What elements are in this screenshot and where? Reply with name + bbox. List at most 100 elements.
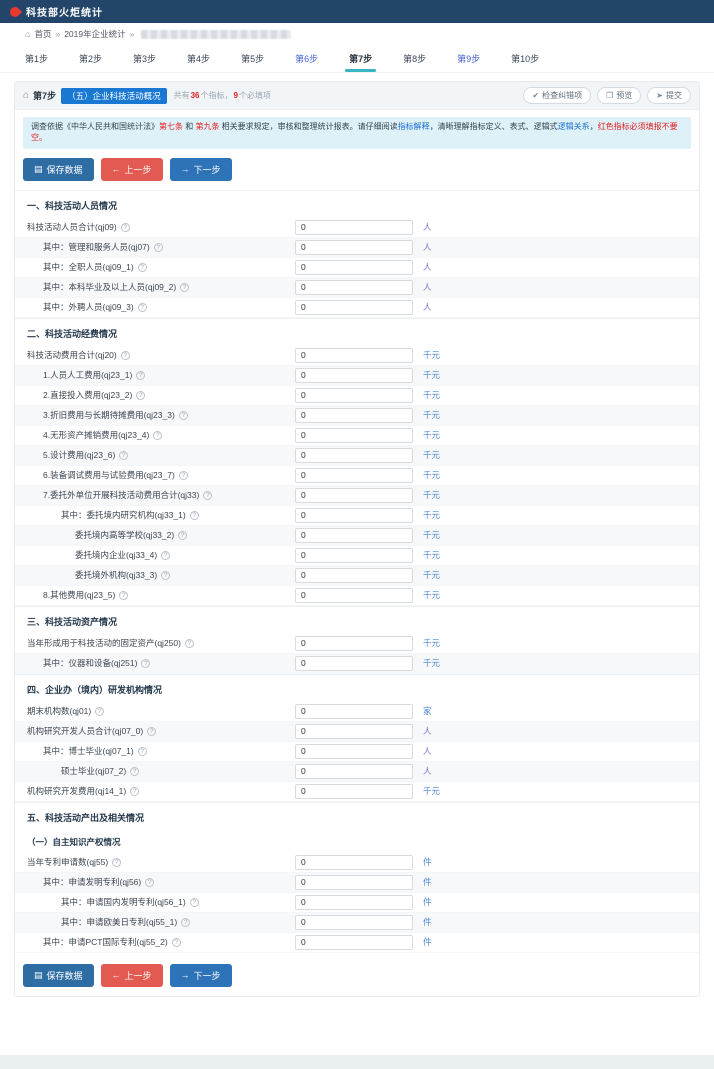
previous-step-button[interactable]: ← 上一步: [100, 963, 163, 987]
help-icon[interactable]: ?: [171, 937, 181, 947]
value-input[interactable]: [295, 279, 413, 295]
value-input[interactable]: [295, 347, 413, 363]
field-label-cell: 其中：仪器和设备(qj251)?: [27, 657, 295, 669]
value-input[interactable]: [295, 635, 413, 651]
help-icon[interactable]: ?: [120, 350, 130, 360]
help-icon[interactable]: ?: [161, 550, 171, 560]
help-icon[interactable]: ?: [120, 222, 130, 232]
help-icon[interactable]: ?: [119, 450, 129, 460]
tab-step-6[interactable]: 第6步: [295, 54, 319, 64]
field-label: 4.无形资产摊销费用(qj23_4): [43, 430, 150, 441]
help-icon[interactable]: ?: [95, 706, 105, 716]
field-label: 当年专利申请数(qj55): [27, 857, 109, 868]
help-icon[interactable]: ?: [153, 242, 163, 252]
field-label: 7.委托外单位开展科技活动费用合计(qj33): [43, 490, 200, 501]
value-input[interactable]: [295, 507, 413, 523]
help-icon[interactable]: ?: [141, 658, 151, 668]
help-icon[interactable]: ?: [137, 746, 147, 756]
help-icon[interactable]: ?: [161, 570, 171, 580]
value-input[interactable]: [295, 934, 413, 950]
tab-step-3[interactable]: 第3步: [133, 54, 157, 64]
submit-button[interactable]: ➤ 提交: [647, 87, 691, 104]
check-circle-button[interactable]: ✔ 检查纠错项: [523, 87, 592, 104]
help-icon[interactable]: ?: [119, 590, 129, 600]
tab-step-9[interactable]: 第9步: [457, 54, 481, 64]
help-icon[interactable]: ?: [130, 786, 140, 796]
help-icon[interactable]: ?: [136, 370, 146, 380]
value-input[interactable]: [295, 587, 413, 603]
breadcrumb-home-link[interactable]: 首页: [34, 29, 52, 39]
value-input[interactable]: [295, 367, 413, 383]
value-input[interactable]: [295, 854, 413, 870]
value-input[interactable]: [295, 427, 413, 443]
value-input[interactable]: [295, 387, 413, 403]
tab-step-7[interactable]: 第7步: [345, 48, 377, 72]
top-navbar: 科技部火炬统计: [0, 0, 714, 23]
help-icon[interactable]: ?: [112, 857, 122, 867]
value-input[interactable]: [295, 447, 413, 463]
help-icon[interactable]: ?: [145, 877, 155, 887]
help-icon[interactable]: ?: [137, 262, 147, 272]
help-icon[interactable]: ?: [147, 726, 157, 736]
value-input[interactable]: [295, 703, 413, 719]
value-input[interactable]: [295, 567, 413, 583]
tab-step-5[interactable]: 第5步: [241, 54, 265, 64]
form-row: 委托境外机构(qj33_3)? 千元: [15, 565, 699, 586]
tab-step-4[interactable]: 第4步: [187, 54, 211, 64]
help-icon[interactable]: ?: [181, 917, 191, 927]
value-input[interactable]: [295, 547, 413, 563]
value-input[interactable]: [295, 239, 413, 255]
field-label: 2.直接投入费用(qj23_2): [43, 390, 133, 401]
tab-step-1[interactable]: 第1步: [25, 54, 49, 64]
field-label: 8.其他费用(qj23_5): [43, 590, 116, 601]
field-label: 其中：全职人员(qj09_1): [43, 262, 134, 273]
help-icon[interactable]: ?: [180, 282, 190, 292]
tab-step-10[interactable]: 第10步: [511, 54, 540, 64]
value-input[interactable]: [295, 723, 413, 739]
value-input[interactable]: [295, 763, 413, 779]
value-input[interactable]: [295, 487, 413, 503]
save-data-button[interactable]: ▤ 保存数据: [23, 963, 94, 987]
help-icon[interactable]: ?: [178, 470, 188, 480]
save-data-button[interactable]: ▤ 保存数据: [23, 157, 94, 181]
tab-step-2[interactable]: 第2步: [79, 54, 103, 64]
value-input[interactable]: [295, 743, 413, 759]
value-input[interactable]: [295, 783, 413, 799]
help-icon[interactable]: ?: [153, 430, 163, 440]
tab-step-8[interactable]: 第8步: [403, 54, 427, 64]
unit-label: 千元: [423, 490, 441, 501]
previous-step-button[interactable]: ← 上一步: [100, 157, 163, 181]
notice-link[interactable]: 逻辑关系: [557, 122, 590, 131]
help-icon[interactable]: ?: [137, 302, 147, 312]
breadcrumb-year-link[interactable]: 2019年企业统计: [64, 29, 126, 39]
value-input[interactable]: [295, 527, 413, 543]
value-input[interactable]: [295, 407, 413, 423]
notice-link[interactable]: 指标解释: [397, 122, 430, 131]
button-label: 检查纠错项: [542, 91, 583, 100]
help-icon[interactable]: ?: [184, 638, 194, 648]
form-row: 其中：仪器和设备(qj251)? 千元: [15, 653, 699, 674]
form-sections: 一、科技活动人员情况科技活动人员合计(qj09)?人其中：管理和服务人员(qj0…: [15, 189, 699, 955]
value-input[interactable]: [295, 259, 413, 275]
help-icon[interactable]: ?: [136, 390, 146, 400]
notice-text: ，: [589, 122, 598, 131]
help-icon[interactable]: ?: [189, 510, 199, 520]
value-input[interactable]: [295, 655, 413, 671]
help-icon[interactable]: ?: [203, 490, 213, 500]
help-icon[interactable]: ?: [178, 410, 188, 420]
value-input[interactable]: [295, 219, 413, 235]
next-step-button[interactable]: → 下一步: [169, 963, 232, 987]
next-step-button[interactable]: → 下一步: [169, 157, 232, 181]
help-icon[interactable]: ?: [178, 530, 188, 540]
value-input[interactable]: [295, 914, 413, 930]
value-input[interactable]: [295, 874, 413, 890]
value-input[interactable]: [295, 467, 413, 483]
value-input[interactable]: [295, 299, 413, 315]
help-icon[interactable]: ?: [189, 897, 199, 907]
notice-text: 相关要求规定，审核和整理统计报表。请仔细阅读: [219, 122, 398, 131]
form-row: 其中：委托境内研究机构(qj33_1)? 千元: [15, 506, 699, 526]
value-input[interactable]: [295, 894, 413, 910]
field-label-cell: 其中：申请欧美日专利(qj55_1)?: [27, 916, 295, 928]
help-icon[interactable]: ?: [130, 766, 140, 776]
preview-button[interactable]: ❐ 预览: [597, 87, 642, 104]
